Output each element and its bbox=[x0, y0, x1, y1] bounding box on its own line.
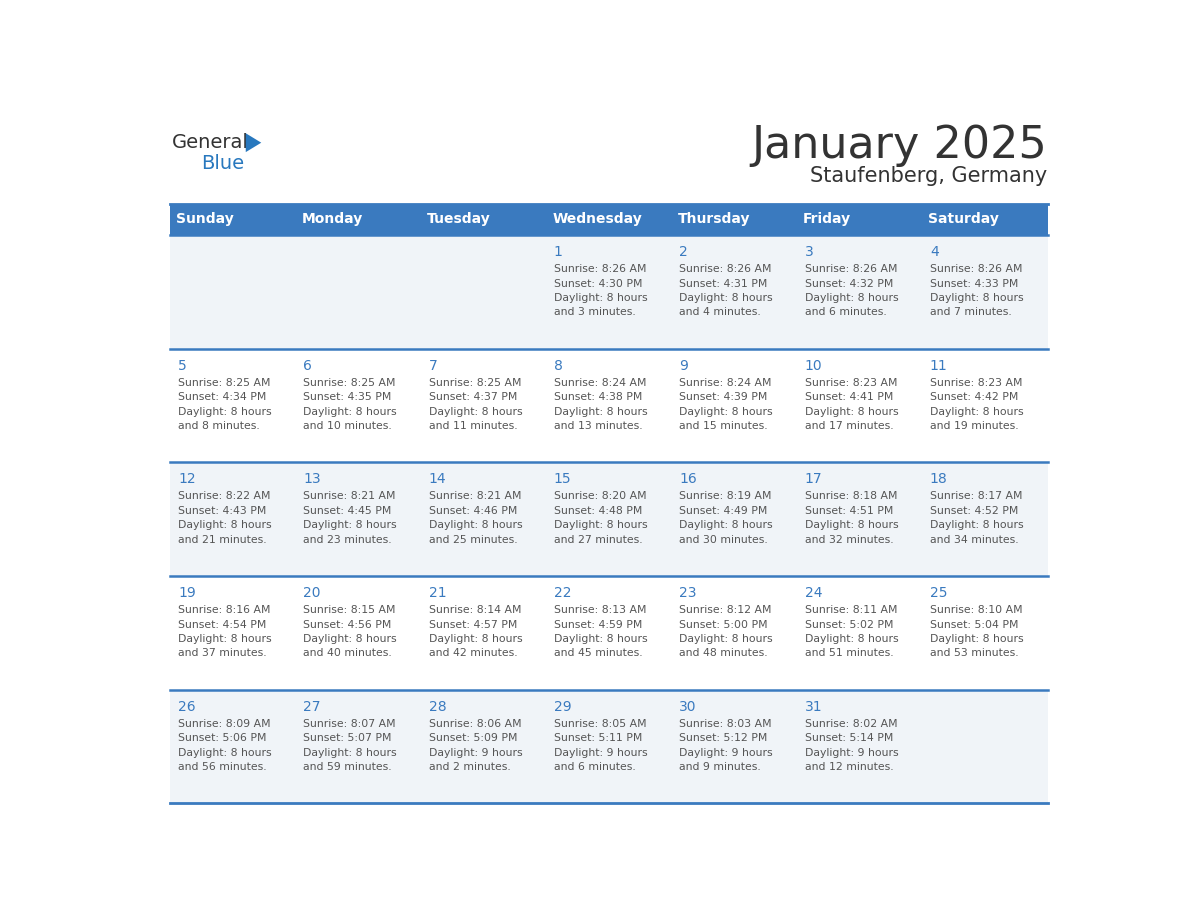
Text: 24: 24 bbox=[804, 586, 822, 599]
Text: 15: 15 bbox=[554, 472, 571, 487]
Text: 26: 26 bbox=[178, 700, 196, 713]
Text: 6: 6 bbox=[303, 359, 312, 373]
Text: Sunrise: 8:24 AM
Sunset: 4:38 PM
Daylight: 8 hours
and 13 minutes.: Sunrise: 8:24 AM Sunset: 4:38 PM Dayligh… bbox=[554, 378, 647, 431]
Text: 19: 19 bbox=[178, 586, 196, 599]
Text: 16: 16 bbox=[680, 472, 697, 487]
Text: Sunrise: 8:22 AM
Sunset: 4:43 PM
Daylight: 8 hours
and 21 minutes.: Sunrise: 8:22 AM Sunset: 4:43 PM Dayligh… bbox=[178, 491, 272, 544]
Text: Sunrise: 8:17 AM
Sunset: 4:52 PM
Daylight: 8 hours
and 34 minutes.: Sunrise: 8:17 AM Sunset: 4:52 PM Dayligh… bbox=[930, 491, 1024, 544]
Text: 27: 27 bbox=[303, 700, 321, 713]
Text: 22: 22 bbox=[554, 586, 571, 599]
Text: Sunrise: 8:15 AM
Sunset: 4:56 PM
Daylight: 8 hours
and 40 minutes.: Sunrise: 8:15 AM Sunset: 4:56 PM Dayligh… bbox=[303, 605, 397, 658]
Text: 20: 20 bbox=[303, 586, 321, 599]
Text: 25: 25 bbox=[930, 586, 947, 599]
Text: Sunrise: 8:07 AM
Sunset: 5:07 PM
Daylight: 8 hours
and 59 minutes.: Sunrise: 8:07 AM Sunset: 5:07 PM Dayligh… bbox=[303, 719, 397, 772]
Text: Sunrise: 8:23 AM
Sunset: 4:42 PM
Daylight: 8 hours
and 19 minutes.: Sunrise: 8:23 AM Sunset: 4:42 PM Dayligh… bbox=[930, 378, 1024, 431]
Text: Sunrise: 8:26 AM
Sunset: 4:31 PM
Daylight: 8 hours
and 4 minutes.: Sunrise: 8:26 AM Sunset: 4:31 PM Dayligh… bbox=[680, 264, 773, 318]
Text: Sunrise: 8:03 AM
Sunset: 5:12 PM
Daylight: 9 hours
and 9 minutes.: Sunrise: 8:03 AM Sunset: 5:12 PM Dayligh… bbox=[680, 719, 773, 772]
Text: 30: 30 bbox=[680, 700, 697, 713]
Text: 12: 12 bbox=[178, 472, 196, 487]
Text: Sunrise: 8:26 AM
Sunset: 4:33 PM
Daylight: 8 hours
and 7 minutes.: Sunrise: 8:26 AM Sunset: 4:33 PM Dayligh… bbox=[930, 264, 1024, 318]
Text: Monday: Monday bbox=[302, 212, 364, 227]
Text: Thursday: Thursday bbox=[678, 212, 751, 227]
Text: Sunrise: 8:18 AM
Sunset: 4:51 PM
Daylight: 8 hours
and 32 minutes.: Sunrise: 8:18 AM Sunset: 4:51 PM Dayligh… bbox=[804, 491, 898, 544]
Text: 28: 28 bbox=[429, 700, 447, 713]
Text: 18: 18 bbox=[930, 472, 948, 487]
Text: Sunrise: 8:26 AM
Sunset: 4:32 PM
Daylight: 8 hours
and 6 minutes.: Sunrise: 8:26 AM Sunset: 4:32 PM Dayligh… bbox=[804, 264, 898, 318]
Text: Friday: Friday bbox=[803, 212, 852, 227]
Text: Staufenberg, Germany: Staufenberg, Germany bbox=[810, 165, 1048, 185]
Text: Sunrise: 8:06 AM
Sunset: 5:09 PM
Daylight: 9 hours
and 2 minutes.: Sunrise: 8:06 AM Sunset: 5:09 PM Dayligh… bbox=[429, 719, 523, 772]
Text: Sunrise: 8:12 AM
Sunset: 5:00 PM
Daylight: 8 hours
and 48 minutes.: Sunrise: 8:12 AM Sunset: 5:00 PM Dayligh… bbox=[680, 605, 773, 658]
Bar bbox=[170, 235, 1048, 349]
Text: 3: 3 bbox=[804, 245, 814, 259]
Text: Sunrise: 8:14 AM
Sunset: 4:57 PM
Daylight: 8 hours
and 42 minutes.: Sunrise: 8:14 AM Sunset: 4:57 PM Dayligh… bbox=[429, 605, 523, 658]
Text: Sunrise: 8:11 AM
Sunset: 5:02 PM
Daylight: 8 hours
and 51 minutes.: Sunrise: 8:11 AM Sunset: 5:02 PM Dayligh… bbox=[804, 605, 898, 658]
Polygon shape bbox=[246, 133, 261, 152]
Text: 7: 7 bbox=[429, 359, 437, 373]
Text: Tuesday: Tuesday bbox=[428, 212, 491, 227]
Text: Sunrise: 8:21 AM
Sunset: 4:46 PM
Daylight: 8 hours
and 25 minutes.: Sunrise: 8:21 AM Sunset: 4:46 PM Dayligh… bbox=[429, 491, 523, 544]
Text: 13: 13 bbox=[303, 472, 321, 487]
Text: 14: 14 bbox=[429, 472, 447, 487]
Bar bbox=[170, 204, 1048, 235]
Text: Sunrise: 8:23 AM
Sunset: 4:41 PM
Daylight: 8 hours
and 17 minutes.: Sunrise: 8:23 AM Sunset: 4:41 PM Dayligh… bbox=[804, 378, 898, 431]
Text: 31: 31 bbox=[804, 700, 822, 713]
Text: 5: 5 bbox=[178, 359, 187, 373]
Text: Sunrise: 8:16 AM
Sunset: 4:54 PM
Daylight: 8 hours
and 37 minutes.: Sunrise: 8:16 AM Sunset: 4:54 PM Dayligh… bbox=[178, 605, 272, 658]
Text: Sunrise: 8:26 AM
Sunset: 4:30 PM
Daylight: 8 hours
and 3 minutes.: Sunrise: 8:26 AM Sunset: 4:30 PM Dayligh… bbox=[554, 264, 647, 318]
Text: 4: 4 bbox=[930, 245, 939, 259]
Text: 17: 17 bbox=[804, 472, 822, 487]
Text: 9: 9 bbox=[680, 359, 688, 373]
Text: 10: 10 bbox=[804, 359, 822, 373]
Text: Sunrise: 8:02 AM
Sunset: 5:14 PM
Daylight: 9 hours
and 12 minutes.: Sunrise: 8:02 AM Sunset: 5:14 PM Dayligh… bbox=[804, 719, 898, 772]
Text: Sunrise: 8:10 AM
Sunset: 5:04 PM
Daylight: 8 hours
and 53 minutes.: Sunrise: 8:10 AM Sunset: 5:04 PM Dayligh… bbox=[930, 605, 1024, 658]
Text: Wednesday: Wednesday bbox=[552, 212, 643, 227]
Text: Blue: Blue bbox=[201, 153, 245, 173]
Text: Sunrise: 8:13 AM
Sunset: 4:59 PM
Daylight: 8 hours
and 45 minutes.: Sunrise: 8:13 AM Sunset: 4:59 PM Dayligh… bbox=[554, 605, 647, 658]
Text: General: General bbox=[172, 133, 248, 152]
Text: 23: 23 bbox=[680, 586, 697, 599]
Text: Sunrise: 8:25 AM
Sunset: 4:35 PM
Daylight: 8 hours
and 10 minutes.: Sunrise: 8:25 AM Sunset: 4:35 PM Dayligh… bbox=[303, 378, 397, 431]
Text: 29: 29 bbox=[554, 700, 571, 713]
Bar bbox=[170, 349, 1048, 462]
Bar bbox=[170, 462, 1048, 576]
Text: Saturday: Saturday bbox=[929, 212, 999, 227]
Text: 11: 11 bbox=[930, 359, 948, 373]
Text: 8: 8 bbox=[554, 359, 563, 373]
Text: 21: 21 bbox=[429, 586, 447, 599]
Text: Sunday: Sunday bbox=[177, 212, 234, 227]
Text: Sunrise: 8:25 AM
Sunset: 4:37 PM
Daylight: 8 hours
and 11 minutes.: Sunrise: 8:25 AM Sunset: 4:37 PM Dayligh… bbox=[429, 378, 523, 431]
Bar bbox=[170, 576, 1048, 689]
Text: Sunrise: 8:21 AM
Sunset: 4:45 PM
Daylight: 8 hours
and 23 minutes.: Sunrise: 8:21 AM Sunset: 4:45 PM Dayligh… bbox=[303, 491, 397, 544]
Text: 1: 1 bbox=[554, 245, 563, 259]
Text: Sunrise: 8:05 AM
Sunset: 5:11 PM
Daylight: 9 hours
and 6 minutes.: Sunrise: 8:05 AM Sunset: 5:11 PM Dayligh… bbox=[554, 719, 647, 772]
Text: January 2025: January 2025 bbox=[752, 124, 1048, 167]
Text: Sunrise: 8:24 AM
Sunset: 4:39 PM
Daylight: 8 hours
and 15 minutes.: Sunrise: 8:24 AM Sunset: 4:39 PM Dayligh… bbox=[680, 378, 773, 431]
Text: Sunrise: 8:09 AM
Sunset: 5:06 PM
Daylight: 8 hours
and 56 minutes.: Sunrise: 8:09 AM Sunset: 5:06 PM Dayligh… bbox=[178, 719, 272, 772]
Text: 2: 2 bbox=[680, 245, 688, 259]
Bar bbox=[170, 689, 1048, 803]
Text: Sunrise: 8:25 AM
Sunset: 4:34 PM
Daylight: 8 hours
and 8 minutes.: Sunrise: 8:25 AM Sunset: 4:34 PM Dayligh… bbox=[178, 378, 272, 431]
Text: Sunrise: 8:19 AM
Sunset: 4:49 PM
Daylight: 8 hours
and 30 minutes.: Sunrise: 8:19 AM Sunset: 4:49 PM Dayligh… bbox=[680, 491, 773, 544]
Text: Sunrise: 8:20 AM
Sunset: 4:48 PM
Daylight: 8 hours
and 27 minutes.: Sunrise: 8:20 AM Sunset: 4:48 PM Dayligh… bbox=[554, 491, 647, 544]
